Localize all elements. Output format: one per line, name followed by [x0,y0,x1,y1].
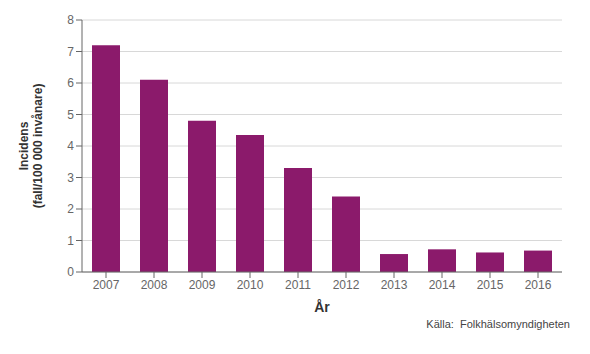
svg-text:2013: 2013 [381,278,408,292]
svg-text:2009: 2009 [189,278,216,292]
svg-text:2015: 2015 [477,278,504,292]
svg-text:2012: 2012 [333,278,360,292]
svg-text:Incidens(fall/100 000 invånare: Incidens(fall/100 000 invånare) [17,84,45,209]
svg-text:År: År [314,299,330,315]
svg-text:2014: 2014 [429,278,456,292]
svg-text:6: 6 [67,76,74,90]
svg-text:2016: 2016 [525,278,552,292]
svg-text:4: 4 [67,139,74,153]
svg-text:0: 0 [67,265,74,279]
svg-text:1: 1 [67,234,74,248]
svg-text:2: 2 [67,202,74,216]
svg-text:2008: 2008 [141,278,168,292]
html-text:Källa: Folkhälsomyndigheten: Källa: Folkhälsomyndigheten [426,318,570,330]
svg-text:2010: 2010 [237,278,264,292]
svg-text:8: 8 [67,13,74,27]
svg-text:2007: 2007 [93,278,120,292]
svg-text:3: 3 [67,171,74,185]
svg-text:5: 5 [67,108,74,122]
svg-text:7: 7 [67,45,74,59]
svg-text:2011: 2011 [285,278,311,292]
